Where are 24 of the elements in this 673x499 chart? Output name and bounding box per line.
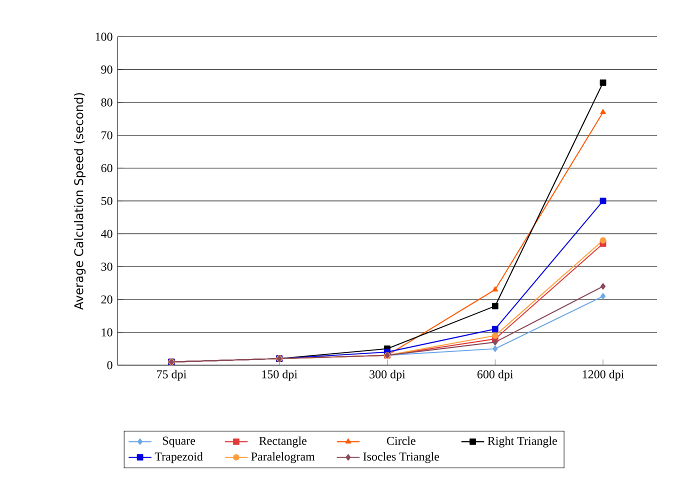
legend-label: Rectangle — [259, 436, 306, 448]
y-tick-label: 0 — [107, 361, 112, 370]
y-tick-label: 40 — [101, 230, 112, 238]
y-tick-label: 50 — [101, 197, 112, 206]
legend-label: Paralelogram — [251, 452, 315, 464]
y-tick-label: 80 — [101, 98, 112, 107]
legend-label: Isocles Triangle — [363, 452, 440, 464]
legend-label: Square — [162, 436, 196, 448]
y-tick-label: 10 — [102, 328, 112, 337]
y-tick-label: 90 — [101, 66, 112, 74]
legend-label: Trapezoid — [154, 452, 203, 464]
x-tick-label: 1200 dpi — [582, 370, 624, 381]
legend-label: Circle — [386, 436, 416, 446]
y-tick-label: 70 — [102, 131, 112, 140]
legend-label: Right Triangle — [488, 436, 557, 448]
y-tick-label: 100 — [96, 32, 112, 41]
y-tick-label: 20 — [101, 296, 112, 304]
y-tick-label: 30 — [101, 262, 112, 271]
x-tick-label: 150 dpi — [262, 370, 298, 381]
y-tick-label: 60 — [101, 164, 112, 172]
x-tick-label: 600 dpi — [477, 370, 514, 381]
x-tick-label: 75 dpi — [157, 370, 186, 381]
x-tick-label: 300 dpi — [370, 370, 406, 381]
y-axis-title: Average Calculation Speed (second) — [74, 93, 86, 310]
